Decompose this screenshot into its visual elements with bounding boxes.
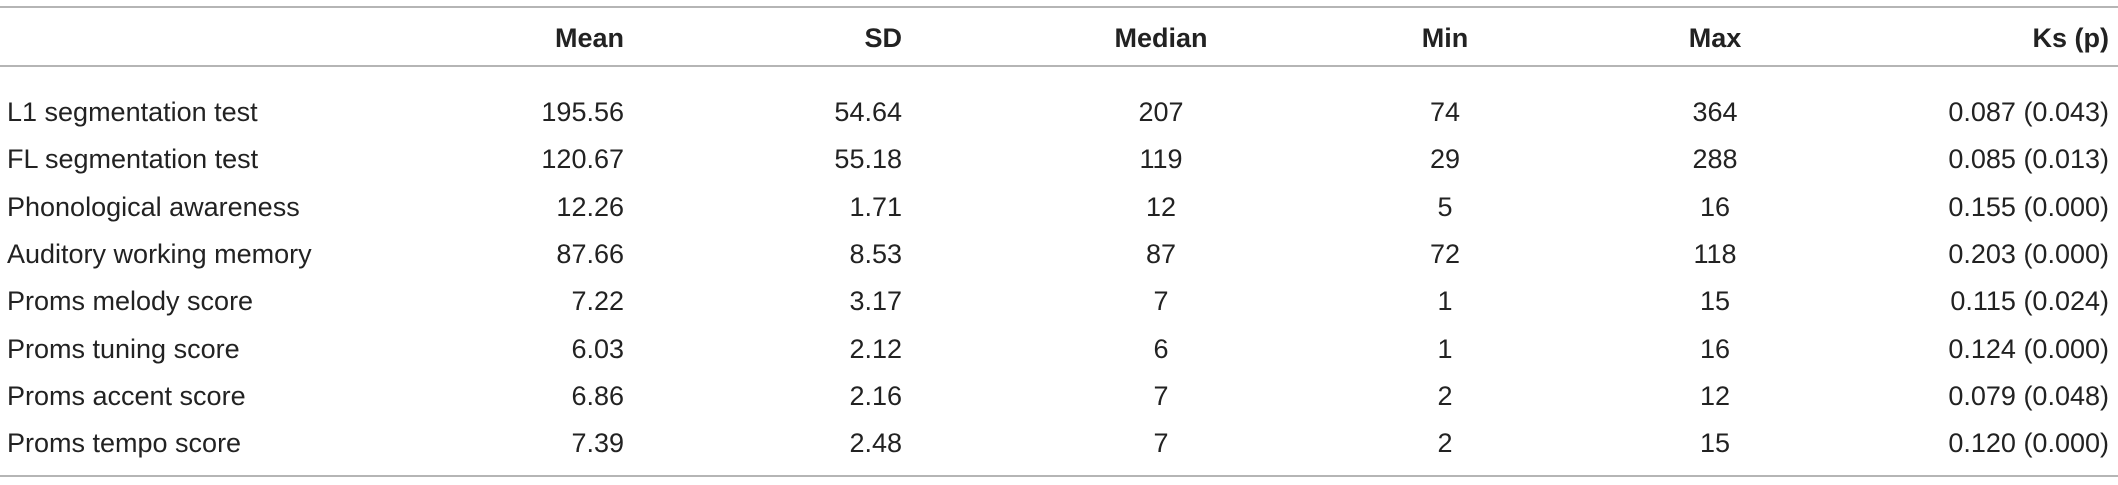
cell-value: 12 [1699,380,1731,411]
row-label: Proms tuning score [7,333,240,364]
cell-value: 195.56 [541,97,624,127]
row-label: FL segmentation test [7,144,259,175]
cell-value: 119 [1139,144,1183,175]
cell-value: 16 [1699,333,1731,364]
row-label: Auditory working memory [7,238,312,269]
cell-value: 1 [1437,333,1453,364]
cell-value: 6 [1153,333,1169,364]
cell-value: 0.120 (0.000) [1948,428,2109,459]
cell-value: 12 [1145,191,1177,222]
cell-value: 288 [1692,144,1738,175]
cell-value: 7 [1153,286,1169,317]
row-label: Proms accent score [7,380,246,411]
cell-value: 7.39 [571,428,624,459]
cell-value: 15 [1699,286,1731,317]
row-label: Proms melody score [7,286,254,317]
cell-value: 1 [1437,286,1453,317]
row-label: Proms tempo score [7,428,242,459]
cell-value: 54.64 [834,97,902,127]
cell-value: 2 [1437,380,1453,411]
header-rule [0,65,2118,67]
cell-value: 87 [1145,238,1177,269]
cell-value: 207 [1138,97,1184,127]
top-rule [0,6,2118,8]
cell-value: 74 [1429,97,1461,127]
row-label: Phonological awareness [7,191,300,222]
cell-value: 1.71 [849,191,902,222]
cell-value: 118 [1693,238,1737,269]
column-header: SD [864,23,902,53]
cell-value: 6.86 [571,380,624,411]
column-header: Max [1688,23,1742,53]
cell-value: 0.115 (0.024) [1950,286,2109,317]
cell-value: 7 [1153,428,1169,459]
cell-value: 3.17 [849,286,902,317]
column-header: Mean [554,23,624,53]
cell-value: 8.53 [849,238,902,269]
cell-value: 0.155 (0.000) [1948,191,2109,222]
column-header: Median [1114,23,1208,53]
bottom-rule [0,475,2118,477]
cell-value: 7 [1153,380,1169,411]
column-header: Min [1421,23,1469,53]
cell-value: 364 [1692,97,1738,127]
cell-value: 0.087 (0.043) [1948,97,2109,127]
cell-value: 0.124 (0.000) [1948,333,2109,364]
cell-value: 55.18 [834,144,902,175]
cell-value: 6.03 [571,333,624,364]
cell-value: 12.26 [556,191,624,222]
cell-value: 2 [1437,428,1453,459]
cell-value: 120.67 [541,144,624,175]
cell-value: 2.16 [849,380,902,411]
cell-value: 15 [1699,428,1731,459]
cell-value: 16 [1699,191,1731,222]
cell-value: 2.12 [849,333,902,364]
cell-value: 5 [1437,191,1453,222]
cell-value: 0.203 (0.000) [1948,238,2109,269]
cell-value: 0.085 (0.013) [1948,144,2109,175]
cell-value: 72 [1429,238,1461,269]
cell-value: 0.079 (0.048) [1948,380,2109,411]
cell-value: 7.22 [571,286,624,317]
row-label: L1 segmentation test [7,97,258,127]
cell-value: 2.48 [849,428,902,459]
cell-value: 29 [1429,144,1461,175]
column-header: Ks (p) [2032,23,2110,53]
cell-value: 87.66 [556,238,624,269]
